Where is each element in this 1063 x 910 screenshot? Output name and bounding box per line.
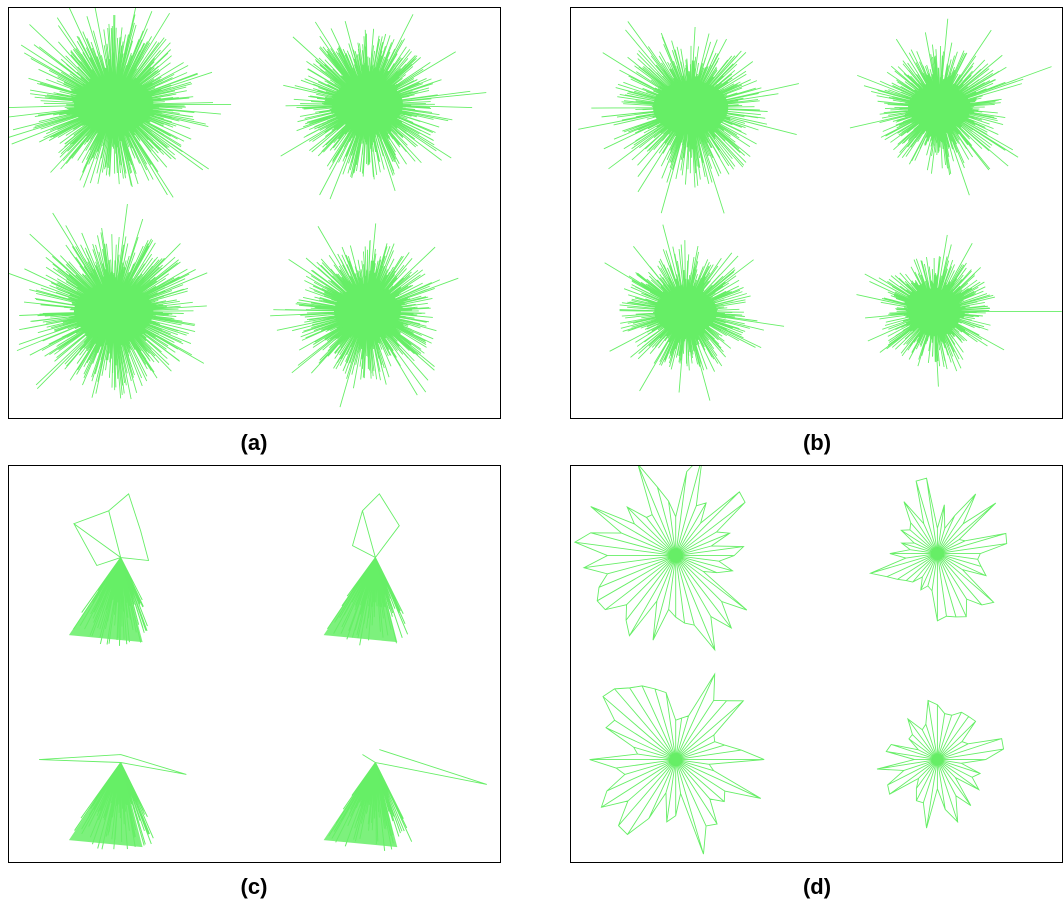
- glyph-d3: [589, 672, 765, 855]
- glyph-b1: [578, 21, 799, 214]
- glyph-c1: [68, 493, 150, 646]
- glyph-c4: [323, 749, 487, 852]
- caption-a: (a): [240, 430, 268, 455]
- panel-a-plot: [9, 8, 487, 408]
- panel-c-plot: [39, 493, 487, 852]
- panel-b-plot: [578, 18, 1062, 401]
- glyph-b4: [856, 234, 1062, 387]
- caption-b: (b): [802, 430, 832, 455]
- panel-b: [570, 7, 1063, 419]
- glyph-b3: [604, 224, 785, 401]
- glyph-c2: [323, 493, 409, 646]
- caption-d: (d): [802, 874, 832, 899]
- panel-a: [8, 7, 501, 419]
- glyph-d1: [573, 466, 748, 652]
- panel-d: [570, 465, 1063, 863]
- glyph-d4: [876, 699, 1005, 829]
- glyph-a3: [9, 203, 208, 400]
- glyph-a1: [9, 8, 232, 198]
- glyph-a4: [270, 223, 459, 408]
- panel-d-plot: [573, 466, 1008, 855]
- caption-c: (c): [240, 874, 268, 899]
- glyph-a2: [280, 14, 487, 200]
- glyph-b2: [849, 18, 1052, 196]
- panel-c: [8, 465, 501, 863]
- glyph-c3: [39, 754, 187, 850]
- glyph-d2: [868, 477, 1008, 622]
